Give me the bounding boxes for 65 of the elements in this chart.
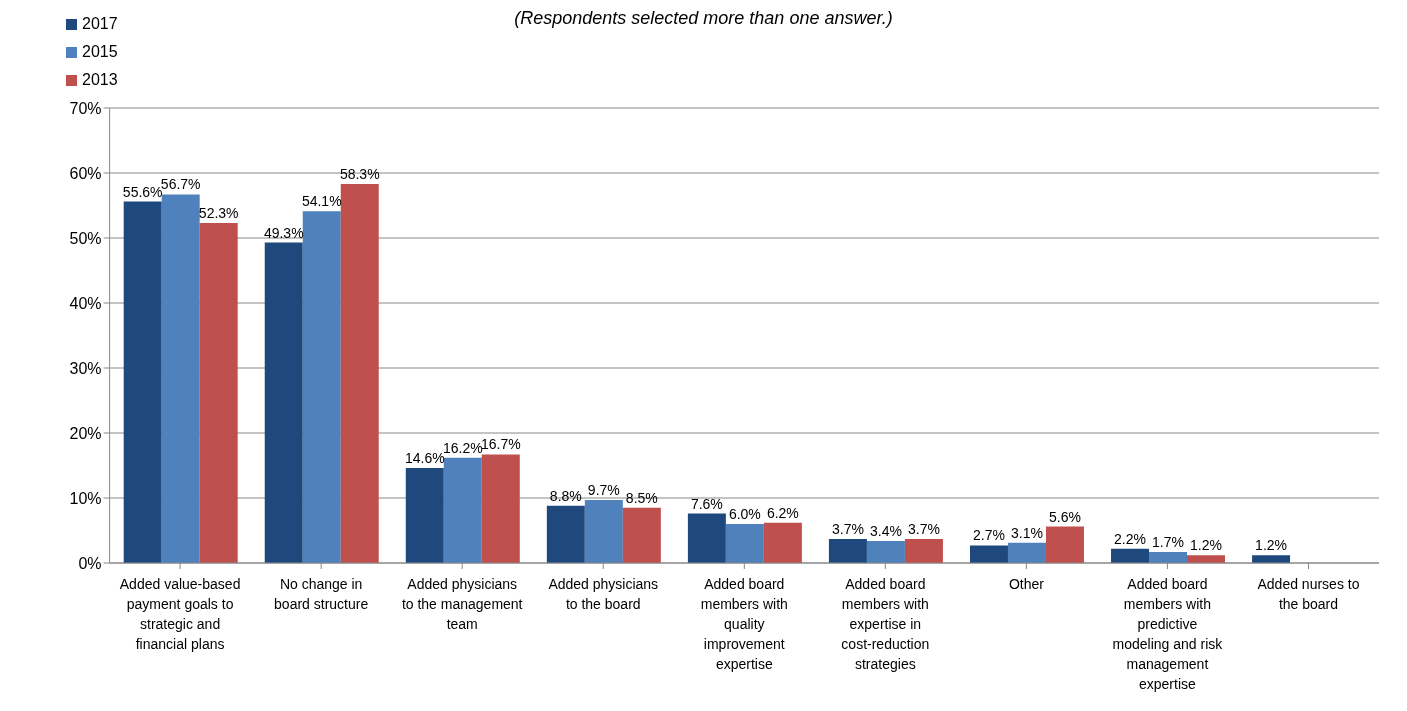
bar	[1111, 548, 1150, 563]
legend-label: 2017	[82, 14, 118, 34]
x-tick-label: Added board members with expertise in cost-reduction strategies	[841, 576, 930, 672]
bar	[904, 538, 943, 563]
data-label: 58.3%	[339, 166, 380, 183]
bar	[687, 513, 726, 563]
data-label: 5.6%	[1049, 508, 1081, 525]
x-tick-label: No change in board structure	[274, 576, 369, 612]
bar	[1007, 542, 1046, 563]
bar	[725, 524, 764, 563]
x-tick-label: Added physicians to the management team	[401, 576, 523, 632]
x-tick-label: Added board members with predictive modeling and risk management expertise	[1112, 576, 1224, 692]
x-tick-label: Other	[1008, 576, 1045, 592]
data-label: 2.2%	[1114, 530, 1146, 547]
bar	[1045, 526, 1084, 563]
x-tick-label: Added physicians to the board	[548, 576, 659, 612]
y-tick-label: 20%	[69, 424, 102, 442]
bar	[1252, 555, 1291, 563]
bar	[161, 194, 200, 563]
legend-label: 2013	[82, 70, 118, 90]
y-tick-label: 50%	[69, 229, 102, 247]
data-label: 6.2%	[766, 504, 799, 521]
data-label: 6.0%	[728, 506, 761, 522]
bar	[123, 201, 162, 563]
bar	[969, 545, 1008, 563]
data-label: 3.7%	[907, 520, 940, 537]
x-tick-label: Added nurses to the board	[1257, 576, 1360, 612]
data-label: 52.3%	[198, 205, 239, 222]
bar	[584, 499, 623, 563]
y-tick-label: 10%	[69, 489, 102, 507]
data-label: 3.1%	[1011, 524, 1043, 541]
bar	[828, 538, 867, 563]
data-label: 3.4%	[869, 522, 902, 539]
bar	[1187, 555, 1226, 563]
data-label: 16.2%	[442, 439, 483, 456]
y-tick-label: 30%	[69, 359, 102, 377]
x-tick-label: Added value-based payment goals to strategic and financial plans	[119, 576, 241, 652]
bar	[763, 522, 802, 563]
bar	[1149, 551, 1188, 563]
bar	[264, 242, 303, 563]
data-label: 2.7%	[973, 527, 1005, 544]
bar	[866, 540, 905, 563]
bar	[405, 468, 444, 563]
data-label: 7.6%	[690, 495, 723, 512]
bar	[481, 454, 520, 563]
bar	[546, 505, 585, 563]
data-label: 8.8%	[549, 487, 582, 504]
data-label: 14.6%	[404, 450, 445, 467]
data-label: 8.5%	[625, 489, 658, 506]
bar	[340, 184, 379, 563]
y-tick-label: 70%	[69, 99, 102, 117]
data-label: 1.2%	[1190, 537, 1222, 554]
bar	[622, 507, 661, 563]
y-tick-label: 60%	[69, 164, 102, 182]
x-tick-label: Added board members with quality improvement expertise	[700, 576, 788, 672]
bar	[199, 223, 238, 563]
chart-subtitle: (Respondents selected more than one answer.)	[514, 8, 893, 28]
y-tick-label: 40%	[69, 294, 102, 312]
data-label: 1.2%	[1255, 537, 1288, 554]
data-label: 3.7%	[831, 520, 864, 537]
bar	[302, 211, 341, 563]
legend-label: 2015	[82, 42, 118, 62]
y-tick-label: 0%	[78, 554, 102, 572]
data-label: 1.7%	[1152, 533, 1184, 550]
data-label: 9.7%	[587, 481, 620, 498]
